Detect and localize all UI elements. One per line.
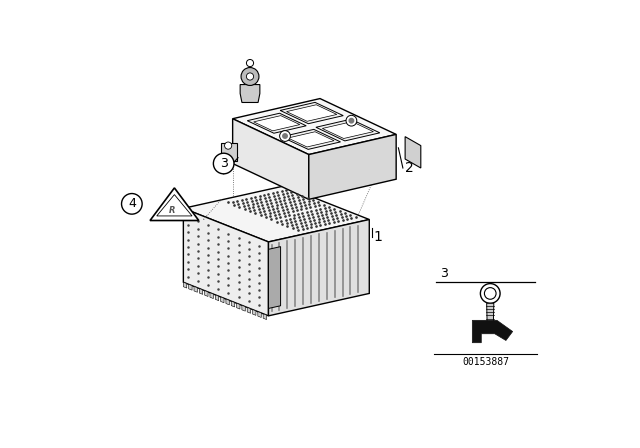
Polygon shape bbox=[233, 119, 309, 199]
Polygon shape bbox=[189, 284, 192, 290]
Polygon shape bbox=[215, 295, 219, 301]
Polygon shape bbox=[150, 188, 199, 220]
Text: 2: 2 bbox=[405, 161, 414, 175]
Polygon shape bbox=[253, 116, 300, 131]
Polygon shape bbox=[184, 186, 369, 242]
Polygon shape bbox=[258, 312, 261, 318]
Polygon shape bbox=[405, 137, 421, 168]
Text: 3: 3 bbox=[220, 157, 228, 170]
Circle shape bbox=[484, 288, 496, 299]
Polygon shape bbox=[210, 293, 213, 298]
Text: 00153887: 00153887 bbox=[462, 357, 509, 367]
Polygon shape bbox=[269, 220, 369, 316]
Text: R: R bbox=[169, 206, 175, 215]
Circle shape bbox=[241, 68, 259, 86]
Polygon shape bbox=[184, 208, 269, 316]
Polygon shape bbox=[184, 282, 187, 288]
Polygon shape bbox=[233, 99, 396, 155]
Polygon shape bbox=[472, 320, 513, 343]
Polygon shape bbox=[237, 303, 240, 309]
Polygon shape bbox=[486, 303, 494, 323]
Polygon shape bbox=[323, 121, 373, 138]
Polygon shape bbox=[226, 299, 229, 305]
Polygon shape bbox=[247, 307, 251, 313]
Text: 1: 1 bbox=[374, 229, 383, 244]
Circle shape bbox=[283, 134, 287, 138]
Circle shape bbox=[346, 115, 356, 126]
Polygon shape bbox=[231, 301, 235, 307]
Polygon shape bbox=[280, 102, 343, 124]
Circle shape bbox=[246, 73, 253, 80]
Circle shape bbox=[280, 131, 291, 142]
Polygon shape bbox=[199, 289, 203, 294]
Circle shape bbox=[481, 284, 500, 303]
Text: 4: 4 bbox=[128, 197, 136, 211]
Polygon shape bbox=[194, 286, 197, 292]
Polygon shape bbox=[240, 85, 260, 103]
Polygon shape bbox=[242, 306, 245, 311]
Polygon shape bbox=[316, 119, 380, 141]
Polygon shape bbox=[263, 314, 267, 319]
Text: 3: 3 bbox=[440, 267, 448, 280]
Circle shape bbox=[213, 153, 234, 174]
Polygon shape bbox=[287, 105, 337, 121]
Polygon shape bbox=[253, 310, 256, 315]
Polygon shape bbox=[221, 297, 224, 303]
Circle shape bbox=[122, 194, 142, 214]
Circle shape bbox=[246, 60, 253, 67]
Polygon shape bbox=[221, 143, 237, 161]
Circle shape bbox=[225, 142, 232, 149]
Polygon shape bbox=[288, 132, 334, 147]
Circle shape bbox=[349, 118, 354, 123]
Polygon shape bbox=[282, 129, 340, 149]
Polygon shape bbox=[269, 246, 280, 308]
Polygon shape bbox=[205, 291, 208, 297]
Polygon shape bbox=[157, 194, 192, 216]
Polygon shape bbox=[247, 113, 306, 133]
Polygon shape bbox=[309, 134, 396, 199]
